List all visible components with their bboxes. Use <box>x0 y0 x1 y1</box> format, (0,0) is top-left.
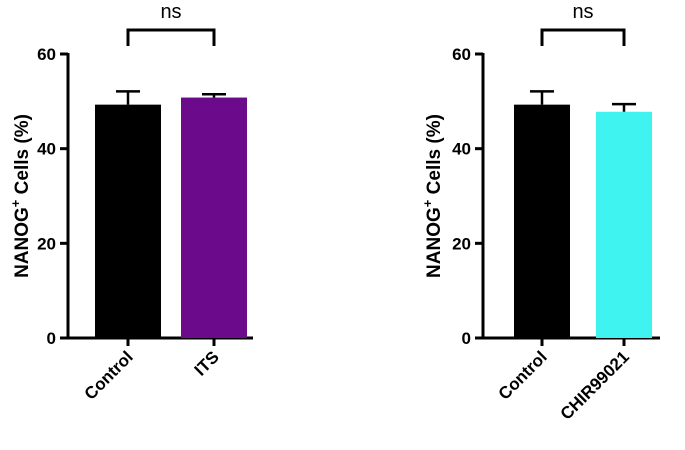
bar-control <box>514 104 570 338</box>
y-axis-title: NANOG+ Cells (%) <box>420 114 445 278</box>
y-tick-label: 60 <box>37 45 56 64</box>
significance-label: ns <box>160 1 181 23</box>
y-tick-label: 40 <box>37 140 56 159</box>
y-tick-label: 40 <box>452 140 471 159</box>
y-axis-title-main: NANOG <box>424 207 445 278</box>
y-tick-label: 20 <box>452 234 471 253</box>
y-tick-label: 0 <box>47 329 56 348</box>
y-tick-label: 0 <box>462 329 471 348</box>
y-tick-label: 20 <box>37 234 56 253</box>
significance-bracket <box>126 28 216 46</box>
category-label-control: Control <box>81 347 137 403</box>
y-axis-title-rest: Cells (%) <box>12 114 33 200</box>
category-label-its: ITS <box>191 347 223 379</box>
category-label-control: Control <box>495 347 551 403</box>
bar-control <box>95 104 161 338</box>
category-label-chir99021: CHIR99021 <box>557 347 633 423</box>
y-axis-title-rest: Cells (%) <box>424 114 445 200</box>
significance-label: ns <box>572 1 593 23</box>
chart-panel-1: 0 20 40 60 NANOG+ Cells (%) Control ITS ns <box>8 1 253 404</box>
significance-bracket <box>540 28 626 46</box>
y-axis-title-main: NANOG <box>12 207 33 278</box>
bar-chir99021 <box>596 111 652 338</box>
chart-panel-2: 0 20 40 60 NANOG+ Cells (%) Control CHIR99021 n… <box>420 1 660 424</box>
bar-its <box>181 97 247 339</box>
y-axis-title: NANOG+ Cells (%) <box>8 114 33 278</box>
y-axis-title-sup: + <box>420 199 435 207</box>
y-axis-title-sup: + <box>8 199 23 207</box>
y-tick-label: 60 <box>452 45 471 64</box>
